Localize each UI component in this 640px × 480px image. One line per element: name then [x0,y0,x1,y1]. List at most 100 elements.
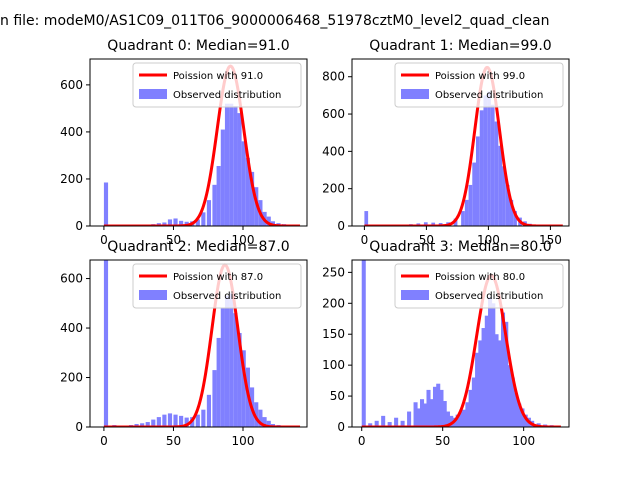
histogram-bar [195,414,200,427]
histogram-bar [394,417,399,427]
histogram-bar [500,312,506,427]
histogram-bar [479,110,484,226]
histogram-bar [513,211,517,226]
histogram-bar [465,402,470,427]
axes-frame [351,58,570,227]
subplot-quadrant-2: 0 50 100 0 200 400 600 Quadrant 2: Median=87.0 P… [60,239,308,448]
histogram-bar [173,218,178,226]
histogram-bar [476,136,480,226]
figure-suptitle: n file: modeM0/AS1C09_011T06_9000006468_… [0,13,549,29]
histogram-bar [462,409,467,427]
histogram-bar [237,332,242,427]
histogram-bar [361,260,366,427]
x-tick-label: 100 [232,233,255,247]
legend-box [394,263,564,309]
y-tick-label: 0 [337,420,345,434]
histogram-bar [502,166,506,226]
histogram-bar [173,414,178,427]
y-tick-label: 400 [60,125,83,139]
x-tick-label: 100 [477,233,500,247]
histogram-bar [509,199,514,226]
subplot-title: Quadrant 1: Median=99.0 [369,38,551,54]
y-tick-label: 100 [322,358,345,372]
histogram-bar [498,145,503,226]
histogram-bar [374,420,379,427]
y-tick-label: 400 [60,321,83,335]
poisson-line [361,273,561,427]
histogram-bar [245,157,250,226]
histogram-bar [439,389,444,427]
subplot-title: Quadrant 2: Median=87.0 [107,239,289,255]
histogram-bar [487,91,491,226]
histogram-bar [488,297,493,427]
histogram-bar [241,350,246,427]
histogram-bar [483,95,488,226]
x-tick-label: 50 [419,233,434,247]
histogram-bar [262,417,267,427]
plot-area [103,260,301,427]
histogram-bar [212,184,217,226]
histogram-bar [216,166,221,226]
x-tick-label: 0 [100,434,108,448]
histogram-bar [504,321,509,427]
histogram-bar [220,129,225,226]
x-tick-label: 150 [539,233,562,247]
histogram-bar [201,409,206,427]
histogram-bar [413,402,418,427]
histogram-bar [491,303,496,427]
histogram-bar [510,377,515,427]
histogram-bar [184,417,189,427]
subplot-quadrant-1: 0 50 100 150 0 200 400 600 800 Quadrant 1: Median… [322,38,570,247]
legend-label-poisson: Poission with 87.0 [173,272,263,283]
x-tick-label: 0 [100,233,108,247]
legend-bar-swatch [139,89,167,99]
legend-label-observed: Observed distribution [173,90,281,101]
histogram-bar [432,386,438,427]
histogram-bar [201,212,206,226]
legend-box [394,62,564,108]
poisson-line [103,263,301,427]
histogram-bar [266,216,271,226]
histogram-bar [494,334,499,427]
histogram-bar [431,222,436,226]
histogram-bar [478,340,483,427]
axes-frame [89,58,308,227]
histogram-bar [103,182,109,226]
histogram-bar [179,220,184,226]
y-tick-label: 0 [75,219,83,233]
histogram-bar [458,411,463,427]
histogram-bar [233,106,238,226]
histogram-bar [387,422,392,427]
y-tick-label: 0 [337,219,345,233]
histogram-bar [249,171,255,226]
legend-bar-swatch [139,290,167,300]
axes-frame [351,259,570,428]
y-tick-label: 150 [322,327,345,341]
histogram-bar [471,377,476,427]
histogram-bar [167,219,173,226]
histogram-bar [206,200,212,226]
histogram-bar [167,413,173,427]
legend-box [132,62,302,108]
x-tick-label: 50 [166,233,181,247]
histogram-bar [449,415,454,427]
histogram-bar [237,113,242,226]
histogram-bar [145,422,150,427]
histogram-bar [179,415,184,427]
histogram-bar [468,184,473,226]
histogram-bar [254,402,259,427]
histogram-bar [162,222,167,226]
legend-label-observed: Observed distribution [173,291,281,302]
plot-area [364,65,563,226]
histogram-bar [140,423,145,427]
subplot-quadrant-0: 0 50 100 0 200 400 600 Quadrant 0: Median=91.0 P… [60,38,308,247]
histogram-bar [206,394,212,427]
histogram-bar [162,414,167,427]
legend-label-observed: Observed distribution [435,90,543,101]
x-tick-label: 0 [358,434,366,448]
histogram-bar [505,184,510,226]
histogram-bar [407,411,412,427]
legend-bar-swatch [401,290,429,300]
histogram-bar [442,401,447,427]
